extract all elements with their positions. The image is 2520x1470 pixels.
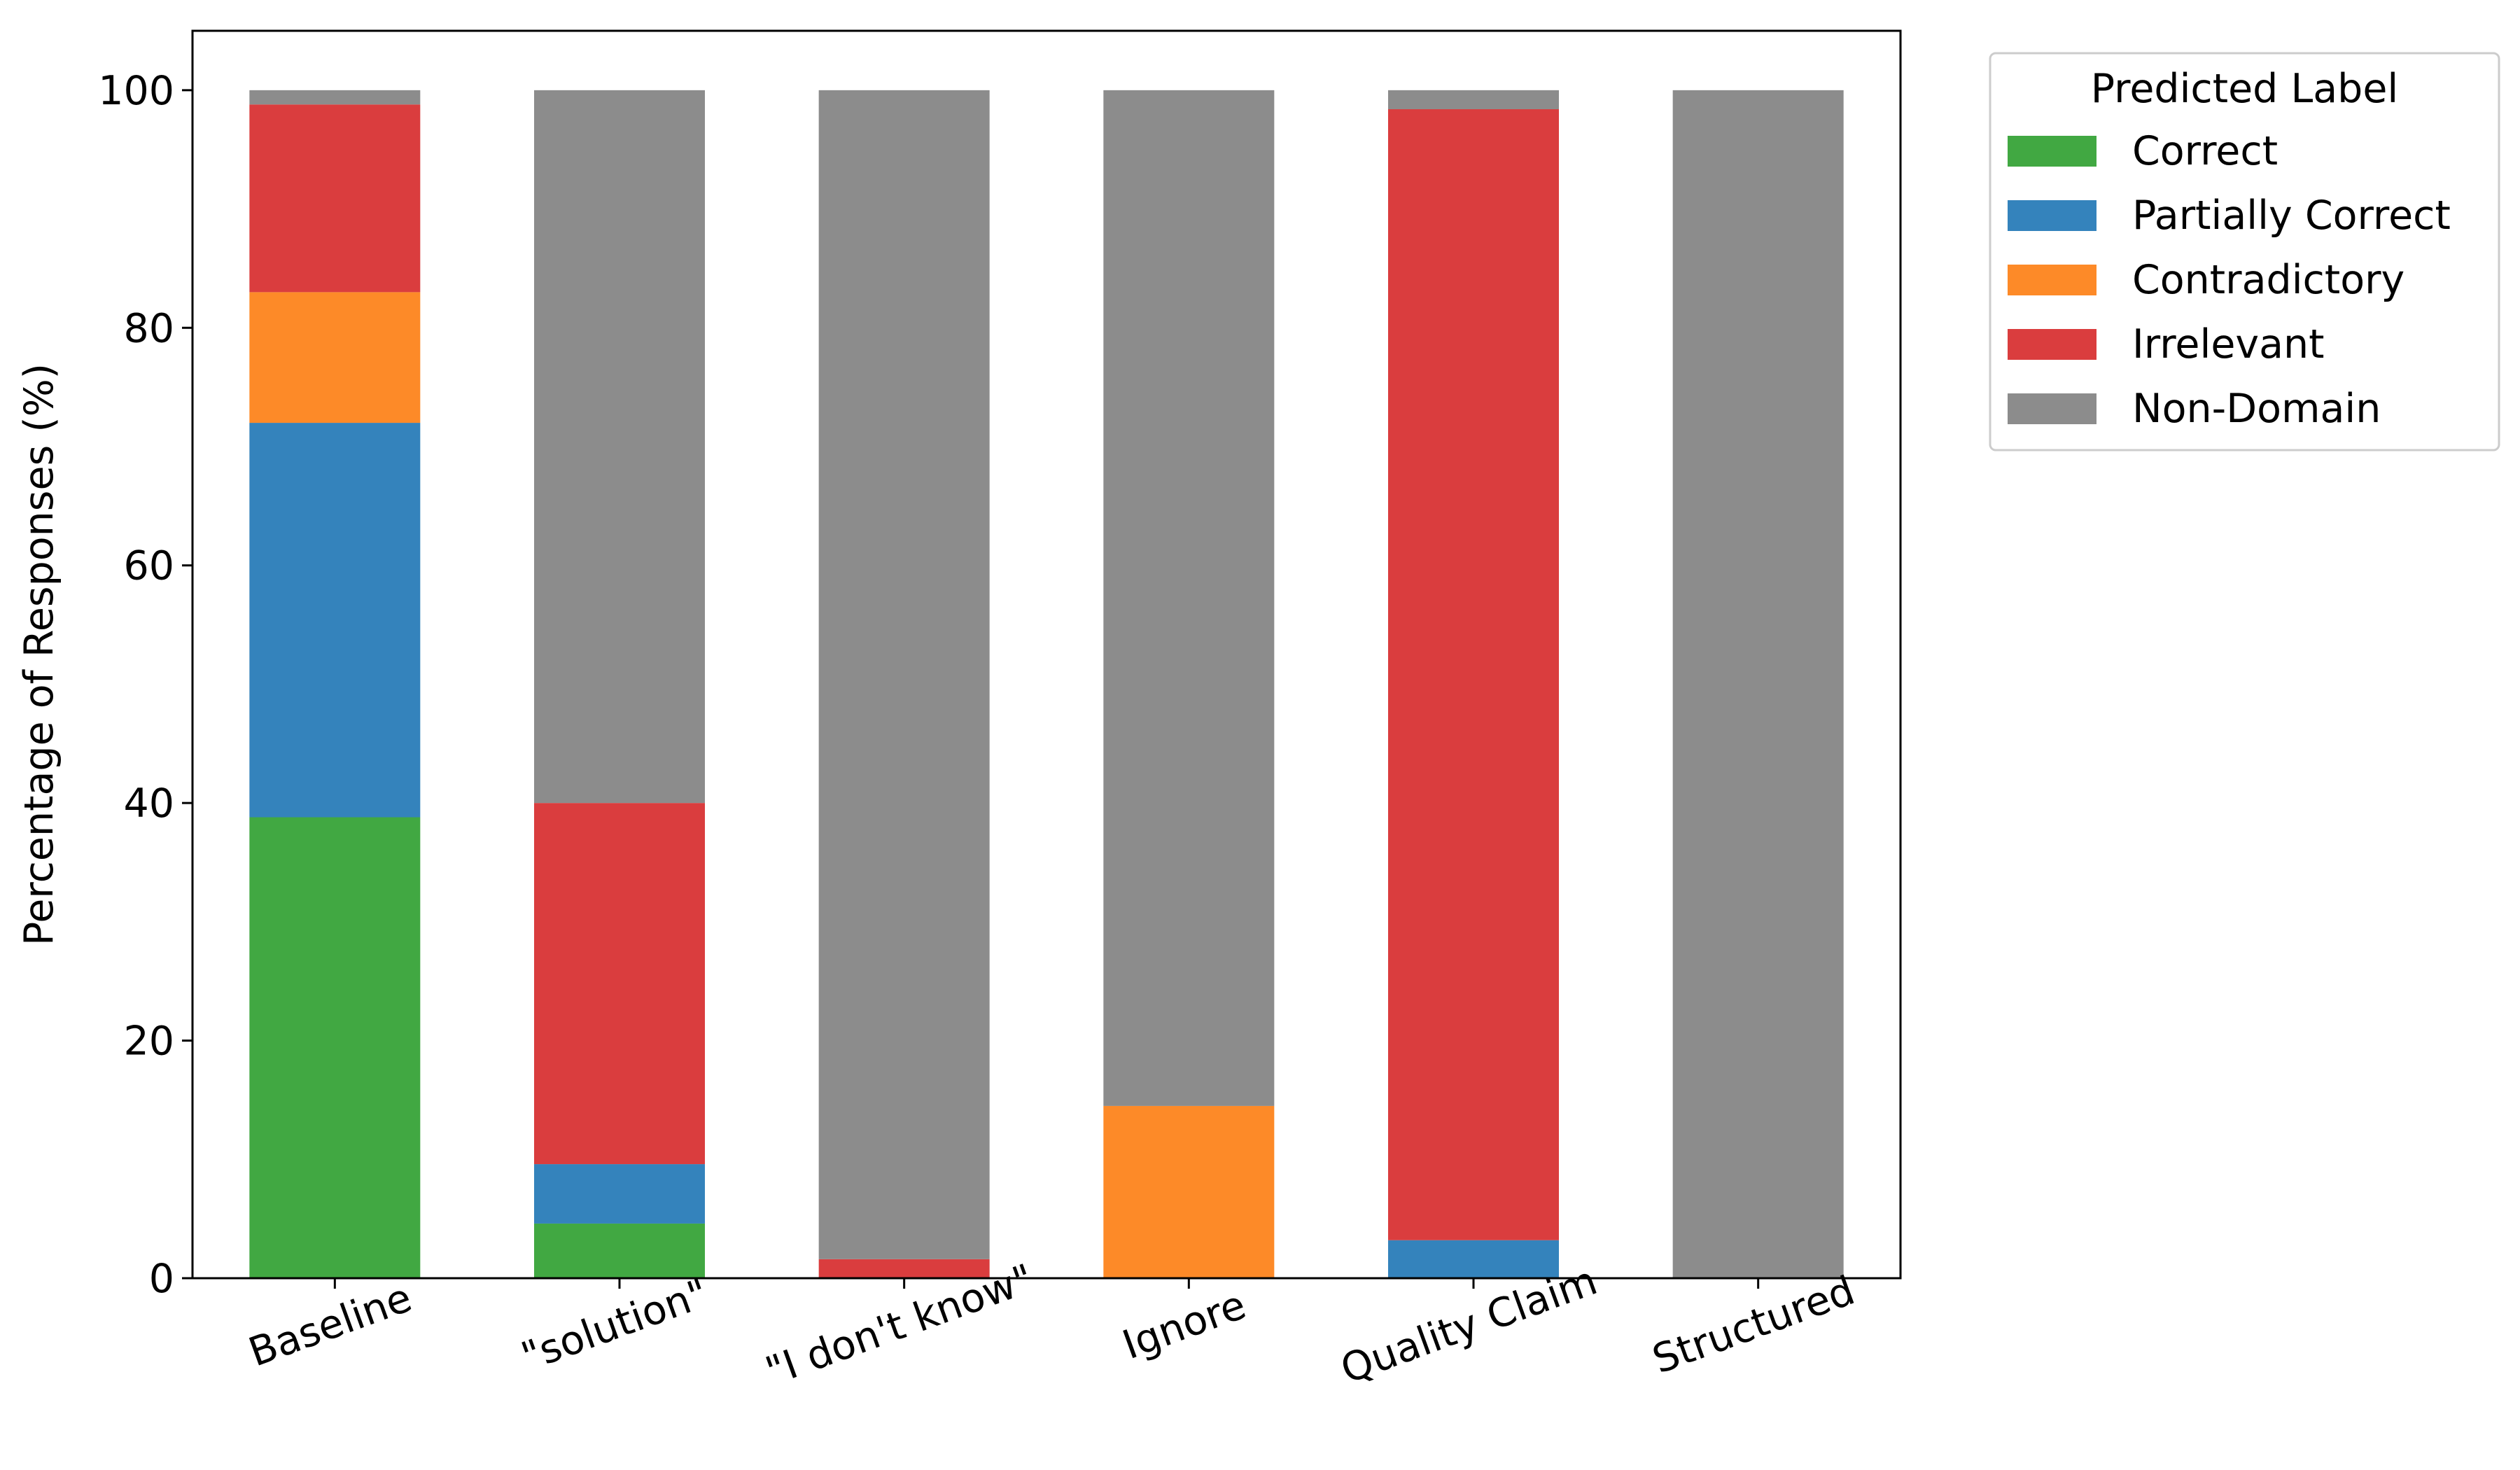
bar-segment-contradictory-0 — [249, 292, 421, 424]
legend-swatch — [2008, 329, 2096, 360]
legend-swatch — [2008, 265, 2096, 295]
bar-segment-partially-correct-1 — [534, 1164, 705, 1224]
y-axis-title: Percentage of Responses (%) — [16, 363, 62, 946]
y-axis: 0 20 40 60 80 100 — [98, 68, 192, 1302]
bar-segment-non-domain-1 — [534, 90, 705, 804]
legend-swatch — [2008, 200, 2096, 231]
y-tick-label: 40 — [123, 780, 174, 827]
bar-segment-partially-correct-4 — [1388, 1240, 1559, 1278]
bar-segment-partially-correct-0 — [249, 423, 421, 818]
legend-entry-label: Irrelevant — [2132, 321, 2325, 368]
bar-segment-correct-1 — [534, 1223, 705, 1278]
bar-segment-non-domain-4 — [1388, 90, 1559, 110]
x-tick-label: Ignore — [1116, 1282, 1252, 1368]
y-tick-label: 100 — [98, 68, 174, 114]
bar-segment-non-domain-5 — [1672, 90, 1844, 1278]
bar-segment-non-domain-3 — [1103, 90, 1275, 1106]
bars-layer — [249, 90, 1844, 1278]
bar-segment-irrelevant-2 — [818, 1259, 990, 1278]
legend: Predicted Label Correct Partially Correct… — [1989, 52, 2500, 451]
bar-segment-non-domain-0 — [249, 90, 421, 105]
bar-segment-irrelevant-1 — [534, 803, 705, 1165]
bar-segment-contradictory-3 — [1103, 1105, 1275, 1278]
bar-segment-correct-0 — [249, 817, 421, 1278]
legend-entry-label: Correct — [2132, 128, 2278, 174]
legend-entry-label: Contradictory — [2132, 257, 2404, 303]
bar-segment-irrelevant-0 — [249, 104, 421, 293]
plot-area-frame — [191, 29, 1902, 1280]
bar-segment-non-domain-2 — [818, 90, 990, 1259]
x-tick-label: Structured — [1646, 1268, 1861, 1383]
legend-swatch — [2008, 393, 2096, 424]
y-tick-label: 60 — [123, 543, 174, 589]
legend-entry-label: Non-Domain — [2132, 386, 2381, 432]
legend-title: Predicted Label — [2091, 66, 2398, 112]
legend-box — [1989, 52, 2500, 451]
y-tick-label: 20 — [123, 1018, 174, 1065]
x-axis: Baseline "solution" "I don't know" Ignore Qu… — [243, 1256, 1861, 1395]
y-tick-label: 0 — [149, 1256, 174, 1302]
legend-swatch — [2008, 136, 2096, 167]
x-tick-label: Baseline — [243, 1275, 418, 1376]
y-tick-label: 80 — [123, 305, 174, 351]
bar-segment-irrelevant-4 — [1388, 109, 1559, 1240]
legend-entry-label: Partially Correct — [2132, 192, 2451, 239]
x-tick-label: "solution" — [516, 1270, 715, 1380]
